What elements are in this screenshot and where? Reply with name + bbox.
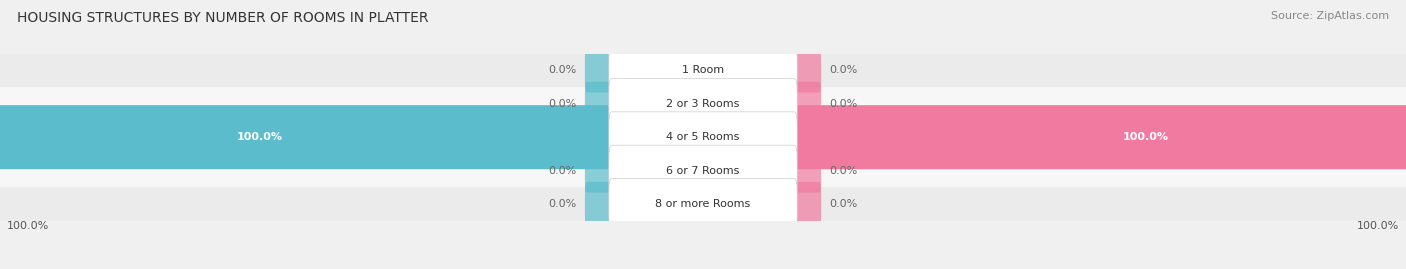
Text: 4 or 5 Rooms: 4 or 5 Rooms [666, 132, 740, 142]
FancyBboxPatch shape [585, 182, 614, 226]
Text: 0.0%: 0.0% [548, 199, 576, 209]
FancyBboxPatch shape [793, 182, 821, 226]
Text: HOUSING STRUCTURES BY NUMBER OF ROOMS IN PLATTER: HOUSING STRUCTURES BY NUMBER OF ROOMS IN… [17, 11, 429, 25]
FancyBboxPatch shape [793, 48, 821, 93]
FancyBboxPatch shape [609, 179, 797, 229]
FancyBboxPatch shape [0, 105, 616, 169]
FancyBboxPatch shape [0, 121, 1406, 154]
Text: 100.0%: 100.0% [1123, 132, 1168, 142]
Text: 0.0%: 0.0% [548, 165, 576, 176]
FancyBboxPatch shape [585, 148, 614, 193]
FancyBboxPatch shape [585, 48, 614, 93]
FancyBboxPatch shape [793, 82, 821, 126]
Text: 100.0%: 100.0% [238, 132, 283, 142]
Text: 8 or more Rooms: 8 or more Rooms [655, 199, 751, 209]
Text: 6 or 7 Rooms: 6 or 7 Rooms [666, 165, 740, 176]
Text: 0.0%: 0.0% [548, 65, 576, 76]
FancyBboxPatch shape [609, 145, 797, 196]
FancyBboxPatch shape [0, 187, 1406, 221]
FancyBboxPatch shape [609, 45, 797, 96]
FancyBboxPatch shape [793, 148, 821, 193]
Text: 0.0%: 0.0% [830, 65, 858, 76]
FancyBboxPatch shape [0, 54, 1406, 87]
Text: 0.0%: 0.0% [830, 99, 858, 109]
FancyBboxPatch shape [790, 105, 1406, 169]
Text: 1 Room: 1 Room [682, 65, 724, 76]
Text: 2 or 3 Rooms: 2 or 3 Rooms [666, 99, 740, 109]
Text: 100.0%: 100.0% [1357, 221, 1399, 231]
Text: 0.0%: 0.0% [830, 199, 858, 209]
Text: 0.0%: 0.0% [830, 165, 858, 176]
FancyBboxPatch shape [609, 79, 797, 129]
FancyBboxPatch shape [0, 154, 1406, 187]
FancyBboxPatch shape [609, 112, 797, 162]
FancyBboxPatch shape [0, 87, 1406, 121]
Text: Source: ZipAtlas.com: Source: ZipAtlas.com [1271, 11, 1389, 21]
Text: 0.0%: 0.0% [548, 99, 576, 109]
Text: 100.0%: 100.0% [7, 221, 49, 231]
FancyBboxPatch shape [585, 82, 614, 126]
